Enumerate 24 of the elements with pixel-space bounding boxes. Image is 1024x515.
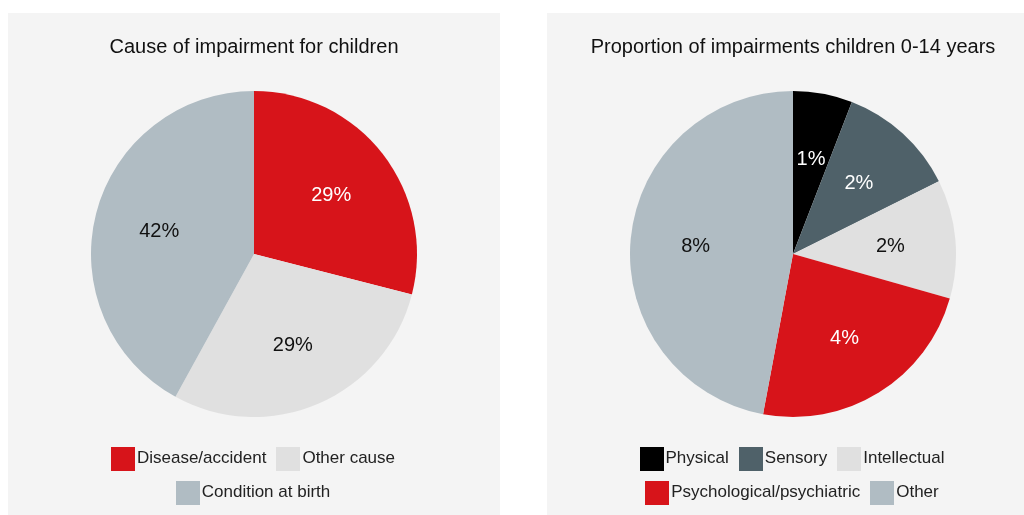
- pie-slice: [763, 254, 950, 417]
- data-label: 1%: [796, 146, 826, 169]
- data-label: 29%: [272, 332, 314, 355]
- chart-title: Proportion of impairments children 0-14 years: [589, 35, 997, 58]
- legend-label: Sensory: [764, 448, 828, 467]
- legend-label: Other: [896, 482, 939, 501]
- pie-slice: [91, 91, 254, 397]
- legend-label: Physical: [665, 448, 729, 467]
- legend-label: Condition at birth: [201, 482, 331, 501]
- pie-slice: [630, 91, 793, 415]
- data-label: 29%: [311, 183, 352, 206]
- legend-label: Other cause: [302, 448, 396, 467]
- data-label: 42%: [139, 218, 180, 241]
- data-label: 2%: [875, 233, 906, 256]
- pie-slice: [175, 254, 412, 417]
- legend-label: Intellectual: [863, 448, 945, 467]
- pie-slice: [793, 102, 939, 254]
- chart-title: Cause of impairment for children: [108, 35, 400, 58]
- data-label: 2%: [844, 170, 874, 193]
- legend-label: Psychological/psychiatric: [671, 482, 861, 501]
- data-label: 8%: [681, 233, 711, 256]
- legend-label: Disease/accident: [136, 448, 267, 467]
- pie-slice: [254, 91, 417, 295]
- data-label: 4%: [830, 326, 860, 349]
